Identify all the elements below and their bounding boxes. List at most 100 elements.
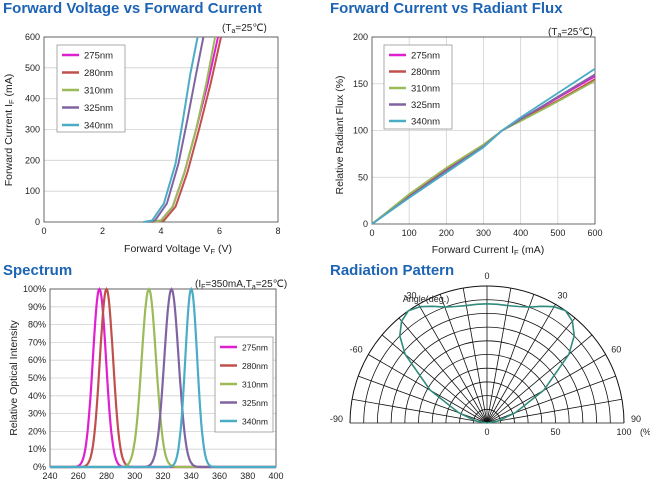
- angle-label: 60: [611, 345, 621, 355]
- ytick-label: 200: [353, 32, 368, 42]
- polar-spoke: [486, 304, 556, 424]
- polar-spoke: [398, 317, 488, 424]
- radial-unit-label: (%): [640, 427, 650, 437]
- xtick-label: 0: [41, 226, 46, 236]
- legend-box: [56, 44, 126, 133]
- plot-frame: [371, 36, 596, 225]
- ytick-label: 600: [25, 32, 40, 42]
- legend-label: 340nm: [242, 417, 268, 427]
- radial-tick-label: 0: [484, 427, 489, 437]
- polar-spoke: [486, 334, 593, 424]
- angle-label: 0: [484, 271, 489, 281]
- polar-spoke: [352, 398, 488, 424]
- xtick-label: 360: [212, 471, 227, 481]
- ytick-label: 500: [25, 63, 40, 73]
- ytick-label: 20%: [28, 426, 46, 436]
- legend-label: 310nm: [242, 380, 268, 390]
- xtick-label: 300: [476, 228, 491, 238]
- chart3-plot: 0% 10% 20% 30% 40% 50% 60% 70% 80% 90% 100% 240 260 2…: [23, 284, 284, 481]
- xtick-label: 380: [240, 471, 255, 481]
- angle-label: -30: [403, 291, 416, 301]
- ytick-label: 90%: [28, 302, 46, 312]
- ytick-label: 0: [363, 219, 368, 229]
- chart4-title: Radiation Pattern: [330, 262, 454, 279]
- chart2-condition: (Ta=25℃): [548, 27, 593, 39]
- radial-tick-label: 50: [550, 427, 560, 437]
- xtick-label: 240: [42, 471, 57, 481]
- chart2-ylabel: Relative Radiant Flux (%): [334, 75, 346, 194]
- chart1-condition: (Ta=25℃): [222, 23, 267, 35]
- ytick-label: 100: [353, 126, 368, 136]
- legend-label: 310nm: [84, 86, 113, 97]
- pattern-curve: [398, 302, 576, 424]
- xtick-label: 100: [402, 228, 417, 238]
- xtick-label: 8: [275, 226, 280, 236]
- series-line: [149, 36, 217, 223]
- series-line: [50, 286, 276, 469]
- plot-frame: [43, 36, 279, 223]
- polar-spoke: [368, 354, 488, 424]
- legend-label: 280nm: [84, 68, 113, 79]
- legend-label: 275nm: [242, 343, 268, 353]
- chart4-plot: -90 -60 -30 0 30 60 90 Angle(deg.) 0 50 100 (%): [330, 271, 650, 437]
- chart2-xlabel: Forward Current IF (mA): [432, 244, 545, 257]
- chart2-plot: 0 50 100 150 200 0 100 200 300 400 500 600 275nm 280n…: [353, 32, 603, 238]
- series-line: [143, 36, 199, 223]
- ytick-label: 400: [25, 94, 40, 104]
- ytick-label: 300: [25, 125, 40, 135]
- angle-label: -60: [350, 345, 363, 355]
- xtick-label: 200: [439, 228, 454, 238]
- ytick-label: 0: [35, 217, 40, 227]
- polar-spoke: [486, 317, 576, 424]
- legend-label: 280nm: [242, 361, 268, 371]
- legend-label: 325nm: [84, 103, 113, 114]
- series-line: [152, 36, 222, 223]
- ytick-label: 100%: [23, 284, 46, 294]
- xtick-label: 500: [550, 228, 565, 238]
- chart2-title: Forward Current vs Radiant Flux: [330, 0, 563, 17]
- polar-spoke: [486, 288, 512, 424]
- xtick-label: 280: [99, 471, 114, 481]
- xtick-label: 300: [127, 471, 142, 481]
- radial-tick-label: 100: [616, 427, 631, 437]
- chart1-xlabel: Forward Voltage VF (V): [124, 243, 232, 256]
- angle-label: 90: [631, 414, 641, 424]
- xtick-label: 0: [369, 228, 374, 238]
- polar-spoke: [418, 304, 488, 424]
- xtick-label: 4: [158, 226, 163, 236]
- xtick-label: 600: [587, 228, 602, 238]
- angle-label: -90: [330, 414, 343, 424]
- ytick-label: 80%: [28, 320, 46, 330]
- xtick-label: 400: [268, 471, 283, 481]
- legend-label: 275nm: [411, 51, 440, 62]
- xtick-label: 2: [100, 226, 105, 236]
- polar-spoke: [486, 294, 535, 424]
- ytick-label: 50%: [28, 373, 46, 383]
- legend-label: 325nm: [411, 100, 440, 111]
- polar-spoke: [486, 398, 622, 424]
- ytick-label: 0%: [33, 462, 46, 472]
- legend-label: 310nm: [411, 84, 440, 95]
- legend-label: 325nm: [242, 398, 268, 408]
- ytick-label: 70%: [28, 337, 46, 347]
- ytick-label: 60%: [28, 355, 46, 365]
- ytick-label: 100: [25, 186, 40, 196]
- ytick-label: 30%: [28, 409, 46, 419]
- series-line: [371, 68, 596, 225]
- chart3-condition: (IF=350mA,Ta=25℃): [195, 279, 287, 291]
- chart1-title: Forward Voltage vs Forward Current: [3, 0, 262, 17]
- xtick-label: 340: [184, 471, 199, 481]
- chart3-title: Spectrum: [3, 262, 72, 279]
- angle-label: 30: [558, 291, 568, 301]
- angle-axis-label: Angle(deg.): [403, 294, 450, 304]
- polar-spoke: [486, 354, 606, 424]
- xtick-label: 400: [513, 228, 528, 238]
- chart3-ylabel: Relative Optical Intensity: [8, 319, 20, 435]
- legend-label: 280nm: [411, 67, 440, 78]
- xtick-label: 6: [217, 226, 222, 236]
- polar-spoke: [462, 288, 488, 424]
- polar-spoke: [381, 334, 488, 424]
- series-line: [146, 36, 205, 223]
- chart1-plot: 0 100 200 300 400 500 600 0 2 4 6 8 275nm 280nm 310nm 3…: [25, 32, 281, 236]
